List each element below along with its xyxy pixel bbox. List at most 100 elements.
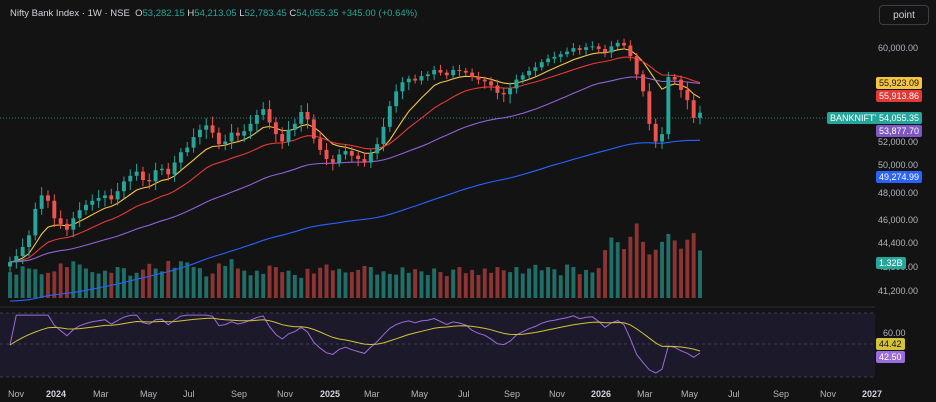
candle-body xyxy=(153,170,158,182)
scale-mode-button[interactable]: point xyxy=(879,5,929,25)
volume-bar xyxy=(552,269,557,298)
volume-bar xyxy=(39,274,44,298)
candle-body xyxy=(159,168,164,171)
candle-body xyxy=(419,76,424,81)
volume-bar xyxy=(84,268,88,298)
time-tick-label: May xyxy=(681,389,699,399)
candle xyxy=(128,169,133,191)
candle-body xyxy=(584,47,589,50)
candlesticks xyxy=(8,38,702,272)
candle-body xyxy=(425,74,430,77)
volume-bar xyxy=(577,274,582,298)
candle xyxy=(299,105,304,132)
candle xyxy=(539,59,544,71)
candle xyxy=(368,149,373,168)
candle-body xyxy=(134,171,139,176)
candle xyxy=(660,127,664,149)
symbol-title: Nifty Bank Index · 1W · NSE xyxy=(10,8,130,19)
candle xyxy=(90,194,95,211)
price-tick-label: 46,000.00 xyxy=(878,215,919,225)
candle-body xyxy=(660,134,664,142)
candle-body xyxy=(514,79,519,89)
ema-long-b-price-label: 49,274.99 xyxy=(876,171,923,183)
volume-bar xyxy=(267,265,272,298)
time-tick-label: Sep xyxy=(504,389,521,399)
open-value: 53,282.15 xyxy=(142,8,185,19)
candle-body xyxy=(147,180,152,182)
candle xyxy=(337,149,342,167)
volume-bar xyxy=(698,250,702,298)
candle-body xyxy=(84,204,88,211)
candle xyxy=(698,105,702,125)
ema-short-line xyxy=(9,48,701,263)
candle xyxy=(653,118,658,148)
candle-body xyxy=(27,235,31,247)
candle-body xyxy=(65,223,69,230)
candle xyxy=(254,109,259,133)
candle xyxy=(121,176,126,199)
candle xyxy=(324,143,329,166)
volume-bar xyxy=(140,269,145,298)
volume-bar xyxy=(128,275,133,298)
candle-body xyxy=(470,72,475,77)
candle xyxy=(444,69,449,80)
candle xyxy=(197,124,202,145)
candle-body xyxy=(375,144,380,154)
candle xyxy=(77,202,82,228)
candle xyxy=(65,218,69,236)
candle-body xyxy=(508,88,513,95)
candle-body xyxy=(501,92,506,95)
candle xyxy=(596,43,601,53)
volume-bar xyxy=(590,272,595,298)
candle-body xyxy=(349,151,354,156)
candle-body xyxy=(14,256,19,262)
time-tick-label: Sep xyxy=(773,389,790,399)
candle-body xyxy=(273,122,278,135)
volume-bar xyxy=(286,270,291,298)
candle-body xyxy=(58,218,63,224)
candle-body xyxy=(121,181,126,192)
candle xyxy=(571,42,576,56)
volume-bar xyxy=(571,267,576,298)
candle-body xyxy=(463,70,468,73)
candle xyxy=(527,66,532,80)
candle xyxy=(115,182,120,206)
candle-body xyxy=(267,109,272,123)
candle-body xyxy=(178,152,183,163)
candle xyxy=(185,141,190,157)
candle-body xyxy=(577,48,582,50)
time-tick-label: Jul xyxy=(458,389,470,399)
volume-bar xyxy=(121,268,126,298)
candle-body xyxy=(615,42,620,47)
candle xyxy=(590,41,595,51)
time-tick-label: 2024 xyxy=(46,389,67,399)
volume-bar xyxy=(615,242,620,298)
candle-body xyxy=(356,155,361,160)
candle-body xyxy=(679,79,683,90)
candle xyxy=(71,211,76,238)
volume-bar xyxy=(476,274,481,298)
volume-bar xyxy=(216,263,221,298)
volume-bar xyxy=(394,274,399,298)
price-tick-label: 41,200.00 xyxy=(878,286,919,296)
volume-bar xyxy=(229,259,234,298)
candle-body xyxy=(482,79,487,82)
candle-body xyxy=(457,70,462,71)
candle xyxy=(153,162,158,191)
candle-body xyxy=(140,171,145,180)
volume-bar xyxy=(495,267,500,298)
candle xyxy=(457,64,462,77)
candle xyxy=(305,103,310,129)
candle xyxy=(311,114,316,144)
candle xyxy=(387,100,392,132)
candle-body xyxy=(229,132,234,142)
symbol-tag: BANKNIFTY xyxy=(827,112,884,124)
time-tick-label: Nov xyxy=(8,389,25,399)
candle-body xyxy=(634,56,639,75)
candle-body xyxy=(444,72,449,76)
volume-bar xyxy=(292,274,297,298)
ema-mid-line xyxy=(9,56,701,263)
volume-label: 1.32B xyxy=(876,257,906,269)
candle-body xyxy=(381,126,386,145)
rsi-pane xyxy=(9,314,701,374)
